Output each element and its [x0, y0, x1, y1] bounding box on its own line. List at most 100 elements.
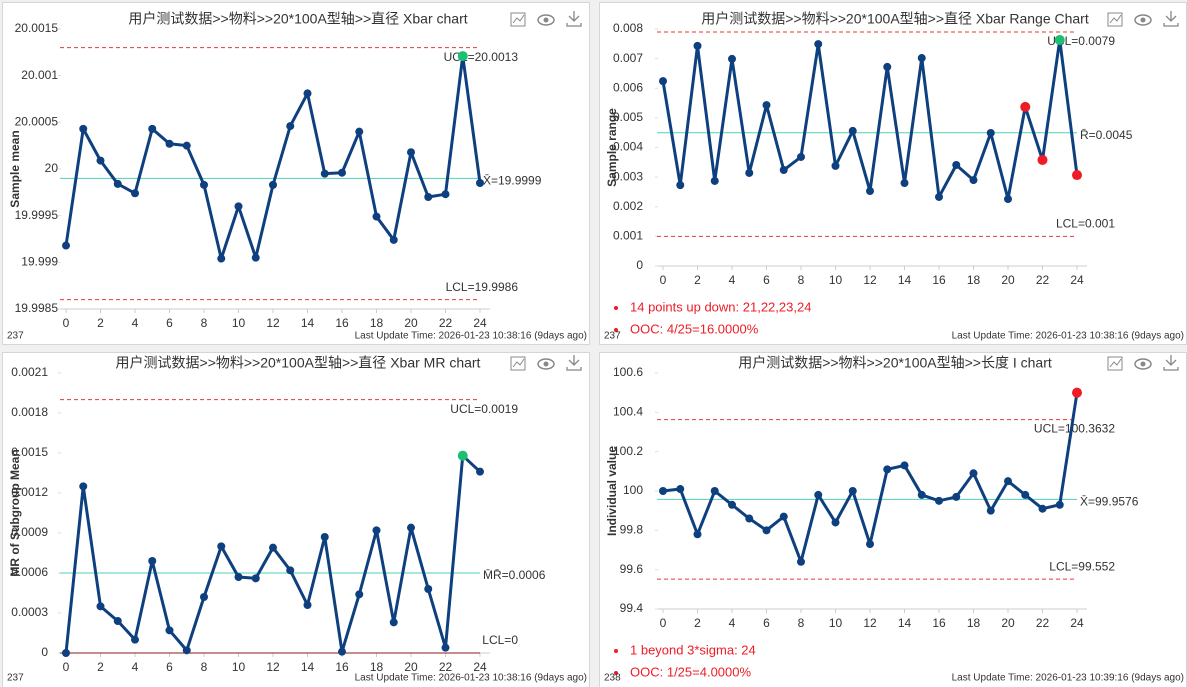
data-point[interactable]: [389, 618, 398, 627]
data-point[interactable]: [693, 41, 702, 50]
data-point[interactable]: [814, 40, 823, 49]
data-point[interactable]: [96, 156, 105, 165]
data-point[interactable]: [866, 187, 874, 196]
data-point[interactable]: [883, 62, 892, 71]
data-point[interactable]: [407, 523, 415, 532]
data-point[interactable]: [303, 89, 312, 98]
download-icon[interactable]: [1163, 11, 1179, 27]
data-point[interactable]: [165, 626, 174, 635]
data-point[interactable]: [762, 101, 771, 110]
chart-type-icon[interactable]: [510, 12, 526, 27]
data-point[interactable]: [389, 235, 398, 244]
data-point[interactable]: [935, 496, 943, 505]
data-point[interactable]: [831, 161, 840, 170]
data-point[interactable]: [1004, 477, 1012, 486]
data-point[interactable]: [797, 152, 805, 161]
data-point[interactable]: [217, 254, 226, 263]
data-point[interactable]: [676, 485, 685, 494]
data-point[interactable]: [476, 467, 484, 476]
data-point[interactable]: [441, 190, 450, 199]
data-point[interactable]: [286, 566, 295, 575]
data-point[interactable]: [728, 500, 736, 509]
data-point[interactable]: [900, 179, 909, 188]
data-point[interactable]: [900, 461, 909, 470]
data-point[interactable]: [79, 482, 88, 491]
chart-type-icon[interactable]: [1107, 12, 1123, 27]
data-point[interactable]: [762, 526, 771, 535]
data-point[interactable]: [200, 180, 208, 189]
data-point[interactable]: [710, 176, 719, 185]
data-point[interactable]: [779, 512, 788, 521]
data-point[interactable]: [234, 573, 243, 581]
data-point[interactable]: [457, 51, 468, 62]
data-point[interactable]: [1055, 500, 1064, 509]
data-point[interactable]: [62, 649, 70, 657]
data-point[interactable]: [986, 128, 995, 137]
data-point[interactable]: [797, 557, 805, 566]
data-point[interactable]: [1072, 387, 1082, 398]
data-point[interactable]: [424, 193, 433, 201]
data-point[interactable]: [779, 166, 788, 175]
data-point[interactable]: [1038, 504, 1047, 513]
data-point[interactable]: [148, 124, 157, 133]
view-icon[interactable]: [537, 358, 555, 370]
data-point[interactable]: [200, 593, 208, 601]
data-point[interactable]: [251, 574, 260, 583]
data-point[interactable]: [866, 540, 874, 549]
data-point[interactable]: [952, 160, 961, 169]
data-point[interactable]: [372, 526, 381, 535]
data-point[interactable]: [969, 469, 978, 478]
data-point[interactable]: [320, 169, 329, 178]
download-icon[interactable]: [566, 11, 582, 27]
data-point[interactable]: [917, 490, 926, 499]
data-point[interactable]: [986, 506, 995, 515]
chart-type-icon[interactable]: [510, 356, 526, 371]
chart-type-icon[interactable]: [1107, 356, 1123, 371]
download-icon[interactable]: [566, 355, 582, 371]
data-point[interactable]: [710, 487, 719, 495]
data-point[interactable]: [182, 141, 191, 150]
data-point[interactable]: [659, 487, 667, 495]
download-icon[interactable]: [1163, 355, 1179, 371]
data-point[interactable]: [217, 542, 226, 551]
data-point[interactable]: [1020, 101, 1031, 112]
data-point[interactable]: [1021, 490, 1030, 499]
data-point[interactable]: [693, 530, 702, 539]
data-point[interactable]: [320, 533, 329, 541]
data-point[interactable]: [269, 180, 277, 189]
data-point[interactable]: [676, 181, 685, 190]
data-point[interactable]: [1072, 170, 1082, 181]
data-point[interactable]: [424, 585, 433, 593]
data-point[interactable]: [1037, 154, 1048, 165]
data-point[interactable]: [745, 168, 754, 177]
data-point[interactable]: [182, 646, 191, 655]
data-point[interactable]: [814, 490, 823, 499]
data-point[interactable]: [79, 124, 88, 133]
data-point[interactable]: [338, 168, 346, 177]
data-point[interactable]: [407, 148, 415, 157]
view-icon[interactable]: [1134, 358, 1152, 370]
data-point[interactable]: [969, 176, 978, 185]
data-point[interactable]: [883, 465, 892, 474]
data-point[interactable]: [1004, 195, 1012, 204]
data-point[interactable]: [476, 179, 484, 187]
data-point[interactable]: [355, 127, 364, 136]
data-point[interactable]: [1054, 34, 1065, 45]
view-icon[interactable]: [1134, 14, 1152, 26]
data-point[interactable]: [131, 189, 139, 198]
data-point[interactable]: [165, 139, 174, 148]
data-point[interactable]: [457, 450, 468, 461]
data-point[interactable]: [148, 557, 157, 565]
data-point[interactable]: [234, 202, 243, 211]
data-point[interactable]: [355, 590, 364, 599]
data-point[interactable]: [269, 543, 277, 552]
data-point[interactable]: [745, 514, 754, 523]
view-icon[interactable]: [537, 14, 555, 26]
data-point[interactable]: [935, 192, 943, 201]
data-point[interactable]: [338, 647, 346, 656]
data-point[interactable]: [113, 179, 122, 188]
data-point[interactable]: [251, 253, 260, 262]
data-point[interactable]: [303, 601, 312, 609]
data-point[interactable]: [848, 487, 857, 495]
data-point[interactable]: [831, 518, 840, 527]
